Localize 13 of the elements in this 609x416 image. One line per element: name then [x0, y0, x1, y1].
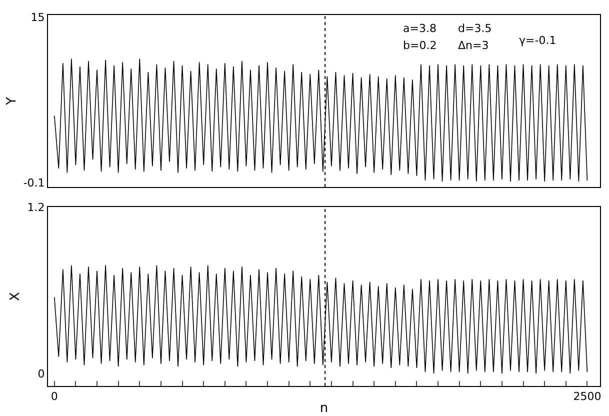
annotation: d=3.5: [458, 22, 492, 35]
y-axis-title: Y: [4, 96, 20, 106]
y-tick-label: -0.1: [23, 176, 45, 190]
y-tick-label: 1.2: [27, 200, 45, 214]
annotation: γ=-0.1: [519, 34, 556, 47]
annotation: b=0.2: [403, 39, 437, 52]
annotation: Δn=3: [458, 39, 489, 52]
y-axis-title: X: [8, 292, 24, 301]
annotation: a=3.8: [403, 22, 436, 35]
x-axis-title: n: [320, 400, 328, 416]
y-tick-label: 15: [30, 11, 45, 24]
y-tick-label: 0: [38, 367, 45, 380]
x-tick-label: 2500: [573, 390, 602, 404]
